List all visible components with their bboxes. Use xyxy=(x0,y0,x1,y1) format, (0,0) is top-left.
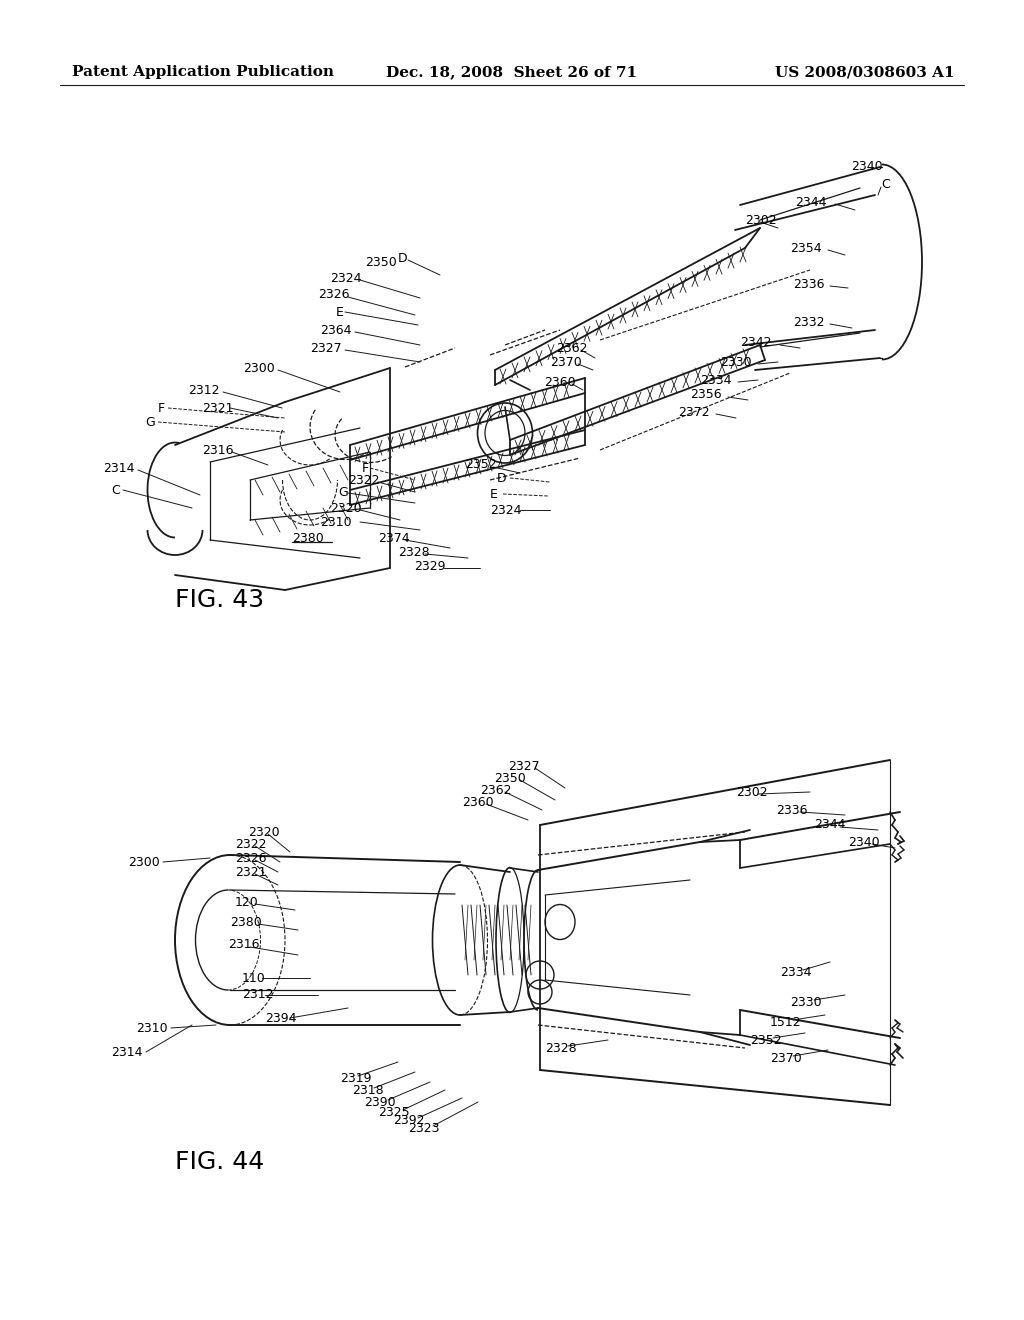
Text: G: G xyxy=(338,487,348,499)
Text: 2372: 2372 xyxy=(678,405,710,418)
Text: 2314: 2314 xyxy=(112,1045,143,1059)
Text: 2354: 2354 xyxy=(790,242,821,255)
Text: 2362: 2362 xyxy=(556,342,588,355)
Text: G: G xyxy=(145,416,155,429)
Text: 1512: 1512 xyxy=(770,1015,802,1028)
Text: 2352: 2352 xyxy=(750,1034,781,1047)
Text: 2364: 2364 xyxy=(319,323,351,337)
Text: 2302: 2302 xyxy=(745,214,776,227)
Text: 2322: 2322 xyxy=(234,837,266,850)
Text: 2316: 2316 xyxy=(228,939,259,952)
Text: FIG. 44: FIG. 44 xyxy=(175,1150,264,1173)
Text: F: F xyxy=(158,401,165,414)
Text: 2324: 2324 xyxy=(330,272,361,285)
Text: 2300: 2300 xyxy=(244,362,275,375)
Text: 2344: 2344 xyxy=(795,195,826,209)
Text: 2334: 2334 xyxy=(700,374,731,387)
Text: 2320: 2320 xyxy=(248,825,280,838)
Text: 2310: 2310 xyxy=(136,1022,168,1035)
Text: 2356: 2356 xyxy=(690,388,722,401)
Text: E: E xyxy=(336,305,344,318)
Text: 2350: 2350 xyxy=(365,256,396,268)
Text: 2321: 2321 xyxy=(202,401,233,414)
Text: 2312: 2312 xyxy=(242,989,273,1002)
Text: 2370: 2370 xyxy=(550,355,582,368)
Text: C: C xyxy=(112,483,120,496)
Text: Dec. 18, 2008  Sheet 26 of 71: Dec. 18, 2008 Sheet 26 of 71 xyxy=(386,65,638,79)
Text: 2394: 2394 xyxy=(265,1011,297,1024)
Text: 2323: 2323 xyxy=(408,1122,439,1134)
Text: Patent Application Publication: Patent Application Publication xyxy=(72,65,334,79)
Text: 2327: 2327 xyxy=(310,342,342,355)
Text: 2352: 2352 xyxy=(465,458,497,471)
Text: 2374: 2374 xyxy=(378,532,410,544)
Text: D: D xyxy=(497,471,507,484)
Text: 2350: 2350 xyxy=(494,771,525,784)
Text: C: C xyxy=(881,178,890,191)
Text: 2362: 2362 xyxy=(480,784,512,796)
Text: 2342: 2342 xyxy=(740,337,771,350)
Text: 2300: 2300 xyxy=(128,855,160,869)
Text: 2324: 2324 xyxy=(490,503,521,516)
Text: 2326: 2326 xyxy=(318,289,349,301)
Text: 120: 120 xyxy=(234,895,259,908)
Text: 2327: 2327 xyxy=(508,759,540,772)
Text: E: E xyxy=(490,487,498,500)
Text: F: F xyxy=(362,462,369,474)
Text: 2328: 2328 xyxy=(398,545,430,558)
Text: 2302: 2302 xyxy=(736,785,768,799)
Text: 2320: 2320 xyxy=(330,502,361,515)
Text: 110: 110 xyxy=(242,972,266,985)
Text: 2328: 2328 xyxy=(545,1041,577,1055)
Text: 2380: 2380 xyxy=(230,916,262,928)
Text: 2329: 2329 xyxy=(414,560,445,573)
Text: 2380: 2380 xyxy=(292,532,324,544)
Text: 2325: 2325 xyxy=(378,1106,410,1118)
Text: 2390: 2390 xyxy=(364,1096,395,1109)
Text: US 2008/0308603 A1: US 2008/0308603 A1 xyxy=(775,65,955,79)
Text: 2322: 2322 xyxy=(348,474,380,487)
Text: 2360: 2360 xyxy=(544,375,575,388)
Text: 2321: 2321 xyxy=(234,866,266,879)
Text: 2330: 2330 xyxy=(790,995,821,1008)
Text: 2332: 2332 xyxy=(793,315,824,329)
Text: 2392: 2392 xyxy=(393,1114,425,1126)
Text: 2336: 2336 xyxy=(776,804,808,817)
Text: 2314: 2314 xyxy=(103,462,135,474)
Text: 2330: 2330 xyxy=(720,355,752,368)
Text: 2340: 2340 xyxy=(851,160,883,173)
Text: 2318: 2318 xyxy=(352,1084,384,1097)
Text: 2319: 2319 xyxy=(340,1072,372,1085)
Text: 2326: 2326 xyxy=(234,851,266,865)
Text: 2336: 2336 xyxy=(793,277,824,290)
Text: D: D xyxy=(398,252,408,264)
Text: 2312: 2312 xyxy=(188,384,220,396)
Text: 2344: 2344 xyxy=(814,818,846,832)
Text: 2370: 2370 xyxy=(770,1052,802,1064)
Text: 2310: 2310 xyxy=(319,516,351,528)
Text: 2340: 2340 xyxy=(848,836,880,849)
Text: 2334: 2334 xyxy=(780,965,811,978)
Text: FIG. 43: FIG. 43 xyxy=(175,587,264,612)
Text: 2316: 2316 xyxy=(202,444,233,457)
Text: 2360: 2360 xyxy=(462,796,494,808)
